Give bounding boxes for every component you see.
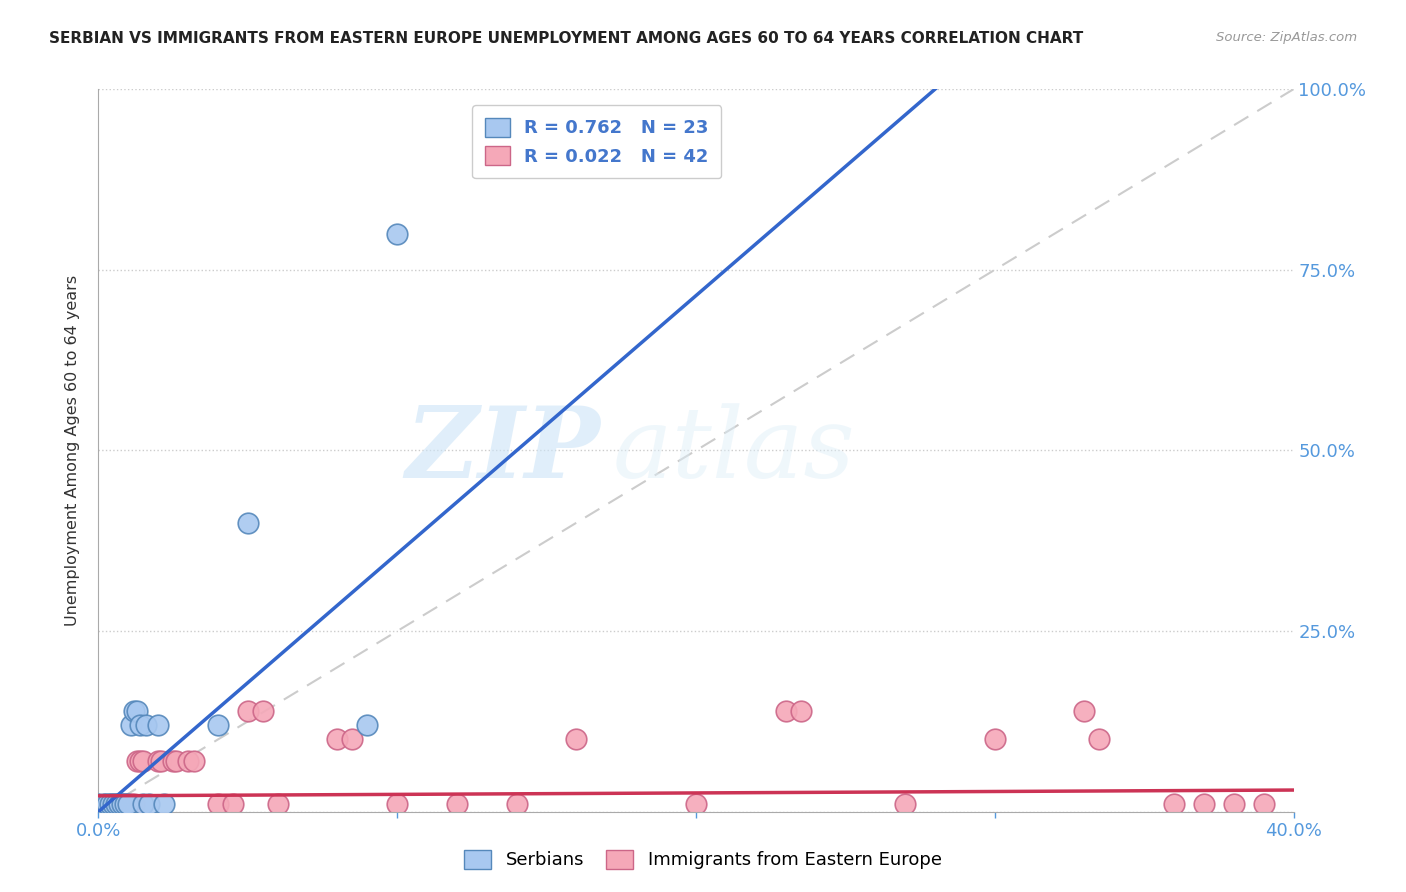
Point <box>108 797 131 812</box>
Point <box>252 704 274 718</box>
Text: ZIP: ZIP <box>405 402 600 499</box>
Legend: Serbians, Immigrants from Eastern Europe: Serbians, Immigrants from Eastern Europe <box>456 841 950 879</box>
Point <box>775 704 797 718</box>
Point <box>1253 797 1275 812</box>
Y-axis label: Unemployment Among Ages 60 to 64 years: Unemployment Among Ages 60 to 64 years <box>65 275 80 626</box>
Point <box>356 718 378 732</box>
Point <box>93 797 115 812</box>
Point <box>127 704 149 718</box>
Point <box>114 797 136 812</box>
Text: Source: ZipAtlas.com: Source: ZipAtlas.com <box>1216 31 1357 45</box>
Point <box>98 797 122 812</box>
Point <box>267 797 290 812</box>
Point <box>114 797 136 812</box>
Point <box>177 754 200 768</box>
Point <box>506 797 529 812</box>
Point <box>1223 797 1246 812</box>
Point <box>385 797 409 812</box>
Point <box>153 797 176 812</box>
Point <box>111 797 134 812</box>
Point <box>148 754 170 768</box>
Point <box>124 797 146 812</box>
Point <box>120 718 142 732</box>
Point <box>117 797 139 812</box>
Point <box>103 797 125 812</box>
Legend: R = 0.762   N = 23, R = 0.022   N = 42: R = 0.762 N = 23, R = 0.022 N = 42 <box>472 105 721 178</box>
Point <box>150 754 173 768</box>
Point <box>1163 797 1185 812</box>
Point <box>98 797 122 812</box>
Point <box>894 797 917 812</box>
Point <box>1192 797 1215 812</box>
Point <box>87 797 110 812</box>
Point <box>984 732 1007 747</box>
Point <box>124 704 146 718</box>
Point <box>236 516 259 530</box>
Point <box>385 227 409 241</box>
Point <box>1088 732 1111 747</box>
Point <box>93 797 115 812</box>
Point <box>183 754 205 768</box>
Text: SERBIAN VS IMMIGRANTS FROM EASTERN EUROPE UNEMPLOYMENT AMONG AGES 60 TO 64 YEARS: SERBIAN VS IMMIGRANTS FROM EASTERN EUROP… <box>49 31 1084 46</box>
Point <box>165 754 187 768</box>
Point <box>105 797 128 812</box>
Point <box>120 797 142 812</box>
Point <box>138 797 160 812</box>
Point <box>222 797 245 812</box>
Point <box>87 797 110 812</box>
Point <box>129 754 152 768</box>
Point <box>148 718 170 732</box>
Point <box>207 797 229 812</box>
Point <box>103 797 125 812</box>
Point <box>135 718 157 732</box>
Point <box>1073 704 1095 718</box>
Point <box>132 754 155 768</box>
Point <box>117 797 139 812</box>
Point <box>111 797 134 812</box>
Point <box>96 797 118 812</box>
Point <box>685 797 707 812</box>
Point <box>162 754 184 768</box>
Point <box>105 797 128 812</box>
Point <box>342 732 364 747</box>
Point <box>108 797 131 812</box>
Point <box>446 797 468 812</box>
Text: atlas: atlas <box>613 403 855 498</box>
Point <box>326 732 349 747</box>
Point <box>129 718 152 732</box>
Point <box>132 797 155 812</box>
Point <box>565 732 588 747</box>
Point <box>127 754 149 768</box>
Point <box>207 718 229 732</box>
Point <box>236 704 259 718</box>
Point <box>789 704 811 718</box>
